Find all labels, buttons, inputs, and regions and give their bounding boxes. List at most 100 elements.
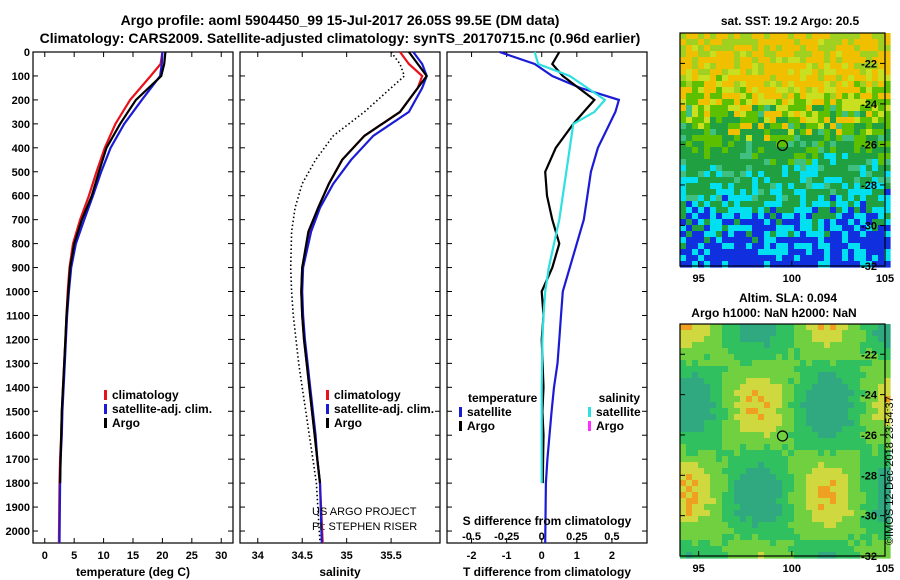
map-cell [806, 468, 813, 475]
map-cell [776, 426, 783, 433]
map-cell [824, 231, 831, 238]
map-cell [770, 231, 777, 238]
map-cell [842, 366, 849, 373]
map-cell [782, 462, 789, 469]
map-cell [758, 225, 765, 232]
map-cell [698, 177, 705, 184]
map-cell [716, 135, 723, 142]
map-cell [878, 384, 885, 391]
map-cell [764, 93, 771, 100]
map-cell [836, 39, 843, 46]
map-cell [788, 87, 795, 94]
map-cell [776, 552, 783, 559]
map-cell [728, 123, 735, 130]
map-cell [866, 105, 873, 112]
map-cell [842, 432, 849, 439]
map-cell [704, 231, 711, 238]
map-cell [770, 384, 777, 391]
map-cell [806, 45, 813, 52]
map-cell [872, 522, 879, 529]
map-cell [872, 492, 879, 499]
map-cell [818, 75, 825, 82]
legend-swatch [104, 418, 107, 428]
map-cell [698, 75, 705, 82]
map-cell [872, 69, 879, 76]
map-cell [722, 486, 729, 493]
map-cell [692, 402, 699, 409]
map-cell [818, 372, 825, 379]
map-cell [710, 255, 717, 262]
map-cell [788, 123, 795, 130]
map-cell [866, 237, 873, 244]
map-cell [812, 534, 819, 541]
map-cell [878, 408, 885, 415]
map-cell [746, 342, 753, 349]
map-cell [704, 372, 711, 379]
map-cell [818, 360, 825, 367]
map-cell [830, 456, 837, 463]
map-cell [710, 462, 717, 469]
map-cell [794, 153, 801, 160]
map-cell [806, 384, 813, 391]
map-cell [854, 147, 861, 154]
map-cell [836, 372, 843, 379]
map-cell [824, 552, 831, 559]
map-cell [842, 237, 849, 244]
map-cell [788, 396, 795, 403]
map-cell [854, 69, 861, 76]
map-cell [746, 462, 753, 469]
map-cell [818, 243, 825, 250]
map-cell [866, 117, 873, 124]
map-cell [698, 546, 705, 553]
map-cell [794, 480, 801, 487]
map-cell [782, 207, 789, 214]
map-cell [722, 255, 729, 262]
map-cell [770, 528, 777, 535]
map-cell [812, 336, 819, 343]
map-cell [854, 177, 861, 184]
map-cell [752, 498, 759, 505]
map-cell [830, 255, 837, 262]
map-cell [722, 480, 729, 487]
map-cell [710, 249, 717, 256]
map-cell [800, 360, 807, 367]
map-cell [692, 486, 699, 493]
map-cell [782, 189, 789, 196]
map-cell [800, 390, 807, 397]
map-cell [776, 378, 783, 385]
map-cell [788, 330, 795, 337]
map-cell [746, 480, 753, 487]
map-cell [878, 87, 885, 94]
map-cell [680, 105, 687, 112]
legend-swatch [326, 390, 329, 400]
map-cell [800, 39, 807, 46]
map-cell [716, 189, 723, 196]
map-cell [698, 57, 705, 64]
map-cell [752, 462, 759, 469]
map-cell [752, 201, 759, 208]
map-cell [818, 384, 825, 391]
map-cell [746, 528, 753, 535]
map-cell [746, 498, 753, 505]
map-cell [830, 504, 837, 511]
map-cell [842, 213, 849, 220]
x-tick-label: 1 [574, 550, 580, 562]
map-cell [830, 63, 837, 70]
map-cell [866, 93, 873, 100]
map-cell [698, 426, 705, 433]
map-cell [824, 243, 831, 250]
map-cell [782, 384, 789, 391]
map-cell [806, 225, 813, 232]
map-cell [692, 93, 699, 100]
map-cell [698, 462, 705, 469]
map-cell [680, 396, 687, 403]
map-cell [878, 486, 885, 493]
map-cell [854, 261, 861, 268]
map-cell [710, 225, 717, 232]
map-cell [854, 342, 861, 349]
map-cell [842, 546, 849, 553]
map-cell [788, 384, 795, 391]
map-cell [866, 99, 873, 106]
map-cell [836, 135, 843, 142]
